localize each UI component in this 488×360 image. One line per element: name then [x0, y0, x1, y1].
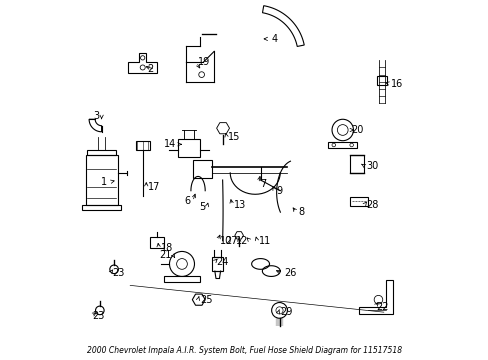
Text: 18: 18: [160, 243, 172, 253]
Text: 27: 27: [224, 236, 237, 246]
Text: 23: 23: [112, 268, 124, 278]
Bar: [376, 76, 386, 85]
Text: 11: 11: [258, 236, 270, 246]
Text: 30: 30: [365, 161, 377, 171]
Text: 4: 4: [271, 34, 277, 44]
Text: 24: 24: [216, 257, 228, 267]
Text: 25: 25: [200, 295, 212, 305]
Text: 8: 8: [298, 207, 304, 217]
Text: 3: 3: [94, 111, 100, 121]
Text: 6: 6: [184, 197, 190, 206]
Text: 23: 23: [93, 311, 105, 321]
Text: 9: 9: [276, 186, 282, 196]
Bar: [178, 139, 200, 157]
Text: 13: 13: [233, 200, 245, 210]
Bar: [164, 276, 200, 282]
Text: 26: 26: [283, 268, 296, 278]
Text: 28: 28: [365, 200, 378, 210]
Text: 22: 22: [376, 302, 388, 312]
Text: 12: 12: [235, 236, 247, 246]
Text: 2000 Chevrolet Impala A.I.R. System Bolt, Fuel Hose Shield Diagram for 11517518: 2000 Chevrolet Impala A.I.R. System Bolt…: [87, 346, 401, 355]
Bar: [149, 237, 164, 248]
Text: 17: 17: [148, 182, 160, 192]
Text: 5: 5: [199, 202, 205, 212]
Bar: [212, 257, 223, 271]
Bar: [135, 141, 149, 150]
Text: 14: 14: [164, 139, 176, 149]
Text: 19: 19: [198, 57, 210, 67]
Text: 7: 7: [260, 179, 266, 189]
Text: 21: 21: [159, 250, 171, 260]
Bar: [192, 160, 212, 178]
Text: 10: 10: [219, 236, 231, 246]
Text: 15: 15: [228, 132, 240, 142]
Bar: [349, 155, 364, 173]
Bar: [328, 143, 356, 148]
Text: 29: 29: [280, 307, 292, 317]
Text: 1: 1: [101, 177, 107, 187]
Text: 20: 20: [351, 125, 363, 135]
Text: 2: 2: [147, 64, 153, 74]
Bar: [349, 197, 367, 206]
Text: 16: 16: [390, 78, 403, 89]
